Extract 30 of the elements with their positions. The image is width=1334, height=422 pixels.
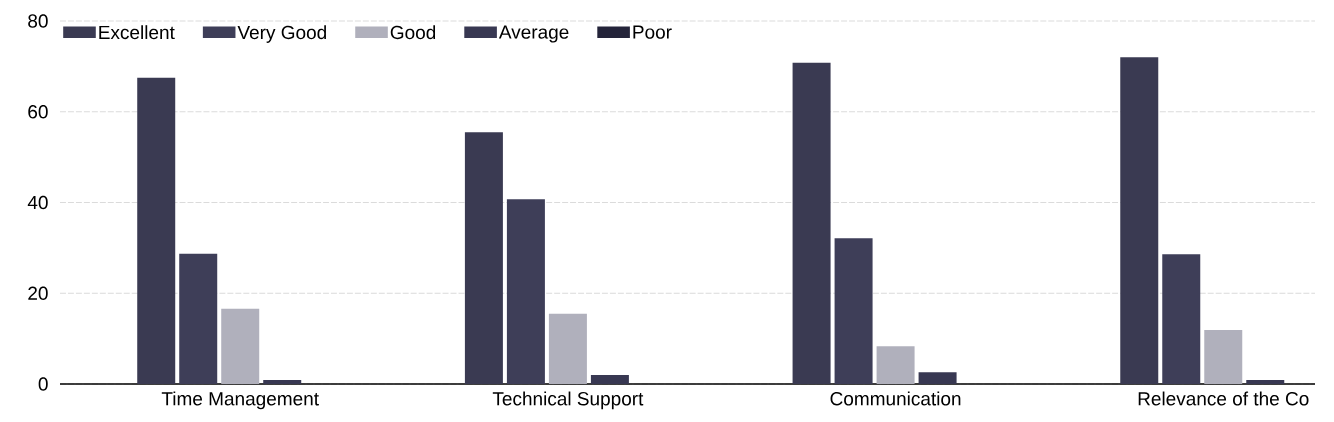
- x-tick-label: Technical Support: [492, 391, 644, 410]
- bar: [263, 379, 302, 384]
- bar: [179, 253, 218, 384]
- y-tick-label: 60: [28, 105, 48, 119]
- bar: [918, 372, 957, 384]
- legend-label: Poor: [633, 25, 672, 39]
- bar: [548, 313, 587, 384]
- bar: [1204, 330, 1243, 384]
- bar: [221, 308, 260, 384]
- bar: [137, 77, 176, 384]
- bar: [506, 199, 545, 384]
- bar: [1120, 57, 1159, 384]
- y-tick-label: 80: [28, 14, 48, 28]
- y-tick-label: 40: [27, 195, 48, 210]
- legend-label: Good: [390, 25, 436, 40]
- bar: [590, 374, 629, 384]
- legend-label: Very Good: [237, 25, 326, 43]
- legend-label: Excellent: [99, 25, 175, 40]
- x-tick-label: Relevance of the Co: [1138, 391, 1309, 406]
- bar: [876, 346, 915, 384]
- x-tick-label: Time Management: [161, 391, 319, 410]
- bar: [464, 132, 503, 384]
- bar: [1162, 254, 1201, 384]
- bar: [1246, 379, 1285, 384]
- bar: [792, 62, 831, 384]
- y-tick-label: 0: [38, 377, 48, 391]
- y-tick-label: 20: [28, 286, 48, 300]
- bar: [834, 238, 873, 384]
- legend-label: Average: [498, 25, 569, 43]
- x-tick-label: Communication: [830, 391, 961, 406]
